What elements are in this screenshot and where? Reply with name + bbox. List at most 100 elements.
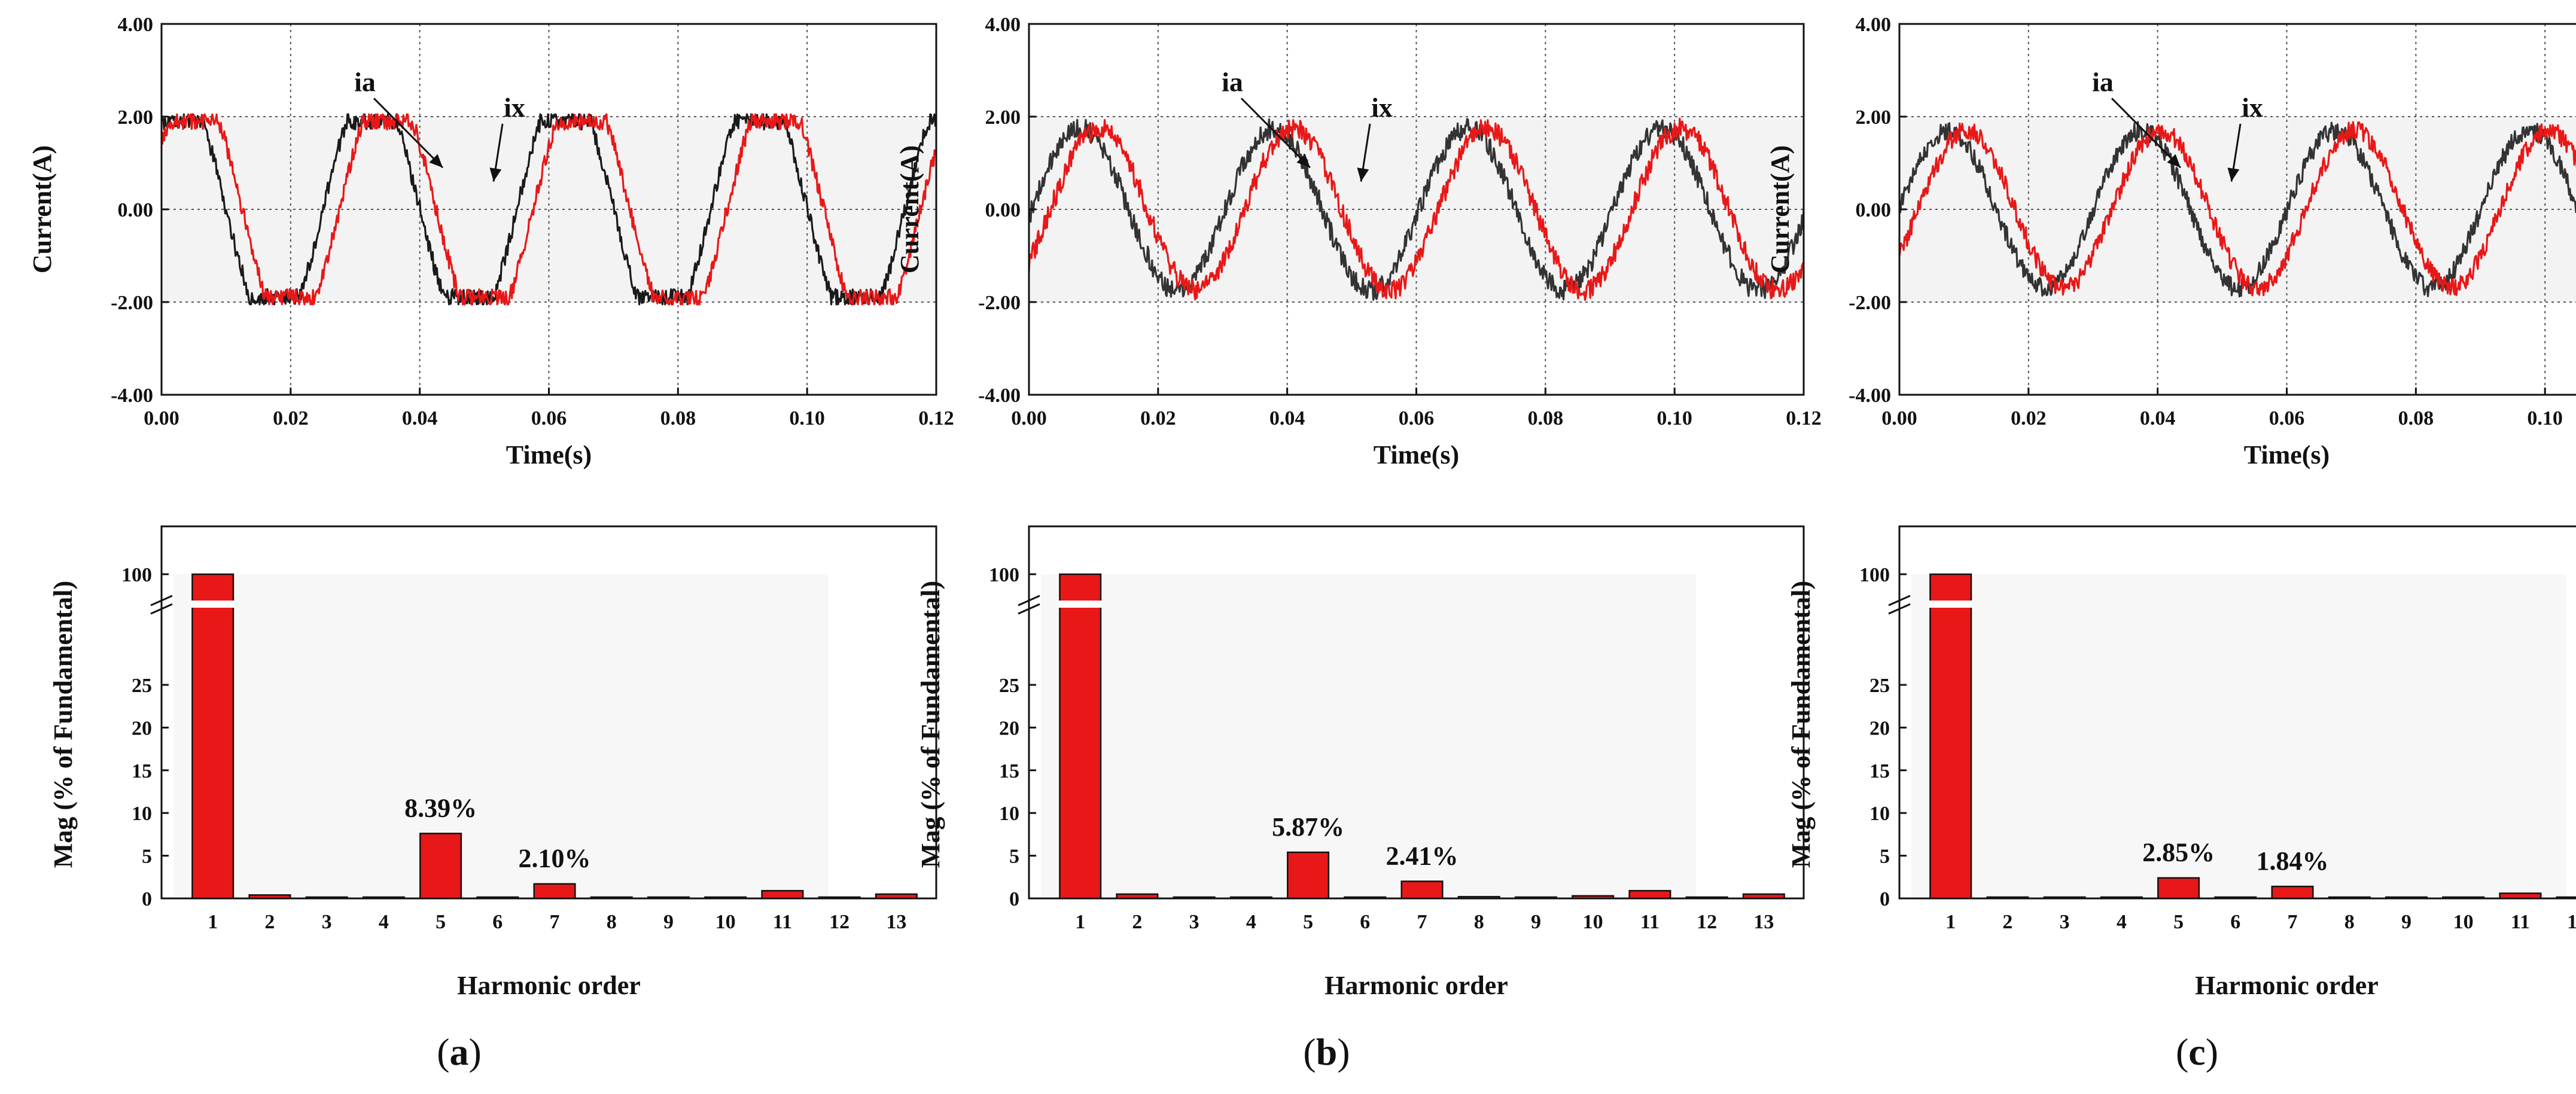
bar-h8 (1457, 895, 1500, 900)
axis-break-gap (1058, 601, 1102, 608)
y-tick-label: 0.00 (118, 199, 154, 221)
y-tick-label: 4.00 (118, 14, 154, 36)
bar-h11 (2499, 892, 2542, 900)
bar-h11 (1628, 889, 1671, 900)
y-tick-label: 0.00 (985, 199, 1021, 221)
y-tick-label: 15 (132, 760, 152, 782)
x-tick-label: 0.04 (1269, 407, 1305, 429)
annotation-arrowhead (1357, 167, 1369, 182)
bar-label-h7: 1.84% (2257, 846, 2329, 876)
bar-h9 (1514, 896, 1557, 900)
panel-caption-a: (a) (437, 1031, 482, 1073)
annotation-ia: ia (354, 66, 376, 97)
x-tick-label: 3 (322, 911, 332, 933)
x-tick-label: 0.02 (273, 407, 309, 429)
x-tick-label: 10 (2453, 911, 2474, 933)
x-tick-label: 8 (607, 911, 617, 933)
y-tick-label: 100 (989, 564, 1019, 586)
caption-close: ) (469, 1031, 482, 1073)
x-tick-label: 4 (1246, 911, 1256, 933)
x-tick-label: 4 (2117, 911, 2127, 933)
x-tick-label: 5 (2173, 911, 2184, 933)
x-axis-title: Time(s) (2244, 440, 2330, 470)
bar-h10 (704, 896, 747, 900)
caption-close: ) (2206, 1031, 2218, 1073)
bar-h6 (476, 896, 519, 900)
x-tick-label: 6 (492, 911, 503, 933)
series-line-ix (1898, 121, 2576, 297)
annotation-ix: ix (504, 92, 525, 123)
annotation-ia: ia (2092, 66, 2114, 97)
x-tick-label: 5 (436, 911, 446, 933)
x-axis-title: Harmonic order (2195, 971, 2379, 1000)
x-tick-label: 2 (1132, 911, 1142, 933)
x-tick-label: 0.04 (402, 407, 438, 429)
x-tick-label: 12 (2567, 911, 2576, 933)
x-tick-label: 0.08 (660, 407, 696, 429)
x-tick-label: 5 (1303, 911, 1313, 933)
time-plot-c: -4.00 -2.00 0.00 2.00 4.00 0.00 0.02 0.04 0.06 0.… (1765, 14, 2576, 470)
x-tick-label: 0.08 (1528, 407, 1564, 429)
series-line-ix (1028, 117, 1805, 301)
y-axis-title: Mag (% of Fundamental) (916, 581, 945, 868)
annotation-ia: ia (1222, 66, 1243, 97)
x-tick-label: 0.06 (2269, 407, 2305, 429)
axis-break-gap (191, 601, 235, 608)
caption-open: ( (437, 1031, 449, 1073)
spectrum-plot-a: 1 2 3 4 5 6 7 8 9 10 11 12 1305101520251008.39%2.10%… (48, 525, 937, 1000)
bar-h9 (647, 896, 690, 900)
plot-band (173, 574, 829, 898)
axis-break-mark (1888, 595, 1911, 615)
x-tick-label: 13 (886, 911, 906, 933)
x-tick-label: 0.06 (531, 407, 567, 429)
y-axis-title: Current(A) (1765, 145, 1795, 273)
y-axis-title: Current(A) (28, 145, 57, 273)
x-tick-label: 0.12 (1786, 407, 1822, 429)
y-tick-label: 25 (1869, 675, 1890, 697)
time-plot-b: -4.00 -2.00 0.00 2.00 4.00 0.00 0.02 0.04 0.06 0.… (895, 14, 1822, 470)
annotation-arrowhead (2227, 167, 2240, 182)
x-tick-label: 7 (2288, 911, 2298, 933)
panel-caption-b: (b) (1303, 1031, 1350, 1073)
x-tick-label: 1 (208, 911, 218, 933)
x-tick-label: 8 (1474, 911, 1484, 933)
x-axis-title: Time(s) (1374, 440, 1459, 470)
x-tick-label: 1 (1075, 911, 1085, 933)
x-tick-label: 0.04 (2140, 407, 2176, 429)
x-tick-label: 0.12 (918, 407, 954, 429)
y-tick-label: 2.00 (985, 106, 1021, 129)
x-tick-label: 12 (1697, 911, 1717, 933)
bar-h3 (1173, 896, 1216, 900)
bar-h3 (305, 896, 348, 900)
bar-h9 (2385, 896, 2428, 900)
annotation-arrow (373, 97, 444, 169)
y-tick-label: 2.00 (1856, 106, 1892, 129)
bar-h2 (1986, 896, 2029, 900)
bar-h5 (2157, 877, 2200, 900)
bar-label-h7: 2.41% (1386, 841, 1458, 870)
y-axis-title: Mag (% of Fundamental) (1786, 581, 1816, 868)
x-tick-label: 0.08 (2398, 407, 2434, 429)
y-tick-label: 4.00 (985, 14, 1021, 36)
bar-h10 (1572, 895, 1615, 900)
x-tick-label: 0.10 (789, 407, 825, 429)
annotation-ix: ix (1371, 92, 1393, 123)
y-tick-label: 0 (142, 888, 152, 910)
y-axis-title: Current(A) (895, 145, 924, 273)
x-tick-label: 2 (2002, 911, 2012, 933)
annotation-arrow (1240, 97, 1311, 169)
x-tick-label: 9 (2401, 911, 2411, 933)
y-tick-label: 15 (1869, 760, 1890, 782)
caption-open: ( (2176, 1031, 2188, 1073)
x-tick-label: 3 (2060, 911, 2070, 933)
plot-band (1911, 574, 2566, 898)
annotation-arrowhead (489, 167, 502, 182)
bar-h1 (191, 573, 235, 900)
x-tick-label: 11 (1640, 911, 1660, 933)
bar-h7 (2271, 885, 2314, 900)
x-axis-title: Time(s) (506, 440, 592, 470)
x-tick-label: 8 (2344, 911, 2355, 933)
y-tick-label: 0 (1009, 888, 1019, 910)
x-tick-label: 0.00 (1011, 407, 1047, 429)
caption-close: ) (1337, 1031, 1350, 1073)
